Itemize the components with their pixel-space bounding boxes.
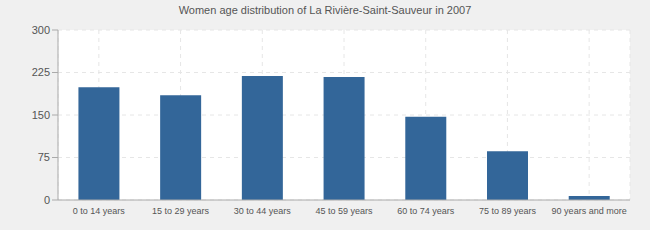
svg-text:30 to 44 years: 30 to 44 years [234,206,292,216]
svg-text:75 to 89 years: 75 to 89 years [479,206,537,216]
svg-text:150: 150 [32,109,50,121]
svg-text:300: 300 [32,24,50,36]
svg-text:90 years and more: 90 years and more [552,206,627,216]
html-text:Women age distribution of La R: Women age distribution of La Rivière-Sai… [178,4,472,16]
svg-text:60 to 74 years: 60 to 74 years [397,206,455,216]
svg-text:45 to 59 years: 45 to 59 years [315,206,373,216]
svg-text:0: 0 [44,194,50,206]
svg-text:225: 225 [32,66,50,78]
svg-text:0 to 14 years: 0 to 14 years [73,206,126,216]
svg-text:15 to 29 years: 15 to 29 years [152,206,210,216]
svg-text:75: 75 [38,151,50,163]
